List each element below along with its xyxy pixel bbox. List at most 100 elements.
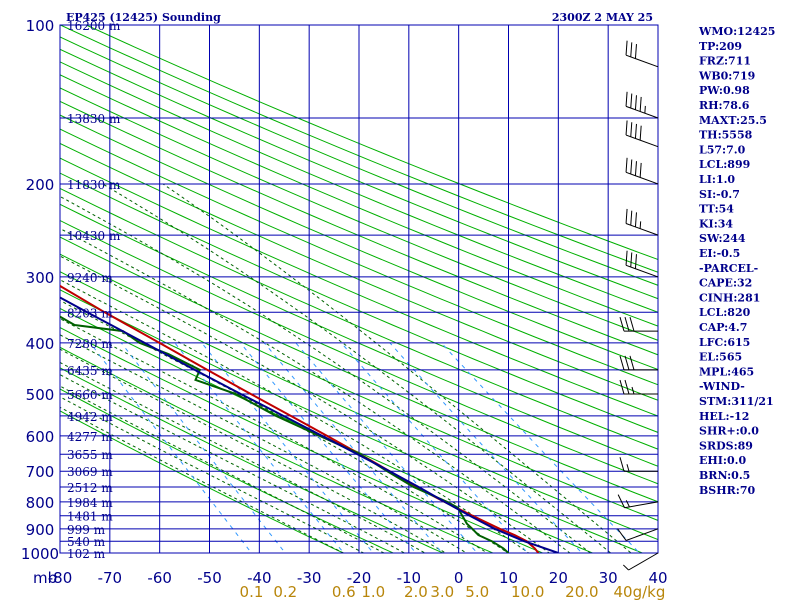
index-value: HEL:-12 [699, 410, 749, 423]
dry-adiabat-line [60, 367, 445, 553]
moist-adiabat-line [162, 183, 632, 553]
wind-barb-flag [639, 125, 642, 141]
index-value: STM:311/21 [699, 395, 774, 408]
height-label: 8203 m [67, 306, 113, 320]
height-label: 16200 m [67, 19, 121, 33]
dry-adiabat-line [60, 128, 658, 386]
dry-adiabat-line [85, 25, 658, 261]
mixing-ratio-label: 20.0 [565, 583, 598, 600]
wind-barb-flag [619, 355, 625, 371]
index-value: WB0:719 [698, 69, 755, 82]
height-label: 10430 m [67, 229, 121, 243]
wind-barb-flag [625, 250, 628, 266]
wind-barb-flag [630, 159, 633, 175]
moist-adiabat-line [60, 361, 427, 553]
height-label: 13830 m [67, 112, 121, 126]
mixing-ratio-line [389, 342, 583, 553]
index-value: BRN:0.5 [699, 469, 750, 482]
wind-barb-flag [634, 95, 637, 110]
plot-border [59, 24, 659, 554]
wind-barb-flag [619, 316, 625, 332]
wind-barb [625, 208, 659, 236]
index-value: KI:34 [699, 217, 733, 230]
plot-frame [59, 24, 659, 554]
index-value: FRZ:711 [699, 55, 751, 68]
mixing-ratio-line [201, 342, 374, 553]
mixing-ratio-line [263, 342, 443, 553]
sounding-profiles [60, 284, 559, 553]
mixing-ratio-label: 0.2 [273, 583, 297, 600]
temperature-tick-label: -30 [297, 569, 322, 587]
station-title: EP425 (12425) Sounding [66, 11, 221, 24]
index-value: BSHR:70 [699, 484, 755, 497]
wind-barb-flag [634, 44, 637, 59]
wind-barb [619, 316, 658, 332]
index-value: CINH:281 [699, 291, 760, 304]
mixing-ratio-label: 0.6 [332, 583, 356, 600]
index-value: SW:244 [699, 232, 746, 245]
moist-adiabat-line [60, 406, 345, 553]
wind-barb [625, 40, 659, 68]
index-value: RH:78.6 [699, 99, 750, 112]
dry-adiabat-line [60, 271, 658, 541]
height-label: 9240 m [67, 271, 113, 285]
height-label: 7280 m [67, 337, 113, 351]
index-value: PW:0.98 [699, 84, 750, 97]
dry-adiabat-line [60, 236, 658, 503]
parcel-profile [60, 296, 559, 553]
temperature-tick-label: -40 [247, 569, 272, 587]
moist-adiabat-line [60, 374, 406, 553]
dry-adiabat-line [60, 48, 658, 300]
height-label: 102 m [67, 547, 106, 561]
index-value: EHI:0.0 [699, 454, 746, 467]
wind-barb-flag [630, 122, 633, 137]
height-label: 11830 m [67, 178, 121, 192]
moist-adiabat-line [60, 255, 551, 553]
moist-adiabat-line [60, 318, 489, 553]
height-label: 6435 m [67, 364, 113, 378]
dry-adiabat-line [60, 388, 395, 553]
mixing-ratio-label: 40g/kg [614, 583, 666, 600]
index-value: TT:54 [699, 203, 734, 216]
temperature-tick-label: 10 [499, 569, 518, 587]
height-label: 540 m [67, 535, 106, 549]
index-value: EI:-0.5 [699, 247, 740, 260]
wind-barb-flag [625, 157, 628, 173]
height-label: 4942 m [67, 410, 113, 424]
wind-barb-flag [630, 252, 633, 268]
index-value: TH:5558 [699, 129, 753, 142]
height-label: 3069 m [67, 465, 113, 479]
wind-barb-flag [625, 120, 628, 136]
dry-adiabat-line [60, 346, 495, 553]
wind-barb [625, 91, 659, 119]
wind-barb-half-flag [639, 221, 642, 229]
temperature-tick-label: -10 [397, 569, 422, 587]
index-value: EL:565 [699, 351, 742, 364]
index-value: MAXT:25.5 [699, 114, 767, 127]
mixing-ratio-label: 5.0 [465, 583, 489, 600]
temperature-tick-label: -50 [197, 569, 222, 587]
wind-barb-shaft [625, 171, 659, 185]
wind-barb-flag [629, 355, 635, 371]
moist-adiabat-line [60, 348, 447, 553]
wind-barb [619, 355, 658, 371]
wind-barbs [617, 40, 659, 571]
index-value: CAPE:32 [699, 277, 752, 290]
dry-adiabat-line [60, 25, 658, 273]
height-label: 4277 m [67, 430, 113, 444]
wind-barb [625, 120, 659, 148]
wind-barb-half-flag [625, 500, 630, 508]
dry-adiabat-line [60, 172, 658, 433]
mixing-ratio-line [240, 342, 417, 553]
mixing-ratio-line [120, 342, 286, 553]
mixing-ratio-label: 3.0 [430, 583, 454, 600]
moist-adiabat-line [102, 183, 612, 553]
dry-adiabat-line [60, 142, 658, 401]
wind-barb-flag [629, 316, 635, 332]
index-value: SRDS:89 [699, 439, 753, 452]
mixing-ratio-label: 10.0 [511, 583, 544, 600]
mixing-ratio-line [440, 342, 641, 553]
wind-barb-half-flag [626, 464, 630, 472]
wind-barb-flag [617, 494, 625, 508]
